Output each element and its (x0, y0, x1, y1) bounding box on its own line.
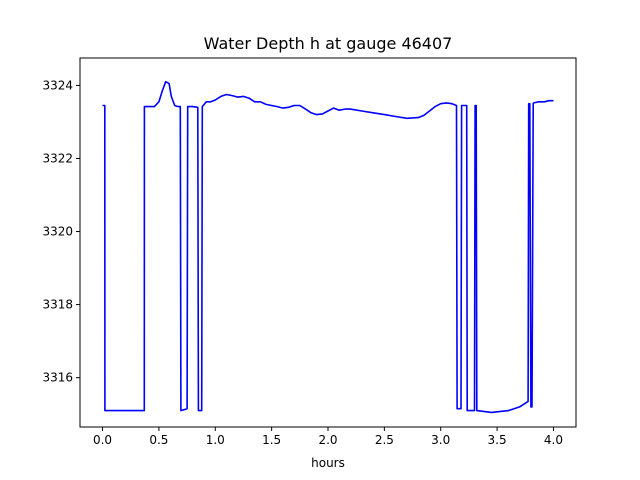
x-tick-label: 1.0 (206, 433, 225, 447)
x-tick-label: 1.5 (262, 433, 281, 447)
x-tick-label: 2.5 (375, 433, 394, 447)
x-tick-label: 0.0 (93, 433, 112, 447)
y-tick-label: 3324 (42, 78, 73, 92)
axes: 0.0 0.5 1.0 1.5 2.0 2.5 3.0 3.5 4.0 3316 3318 3320 3… (42, 57, 577, 447)
x-tick-label: 4.0 (544, 433, 563, 447)
plot-area (102, 80, 554, 414)
chart-title: Water Depth h at gauge 46407 (204, 34, 453, 53)
y-tick-label: 3316 (42, 371, 73, 385)
x-tick-label: 3.5 (488, 433, 507, 447)
x-tick-label: 3.0 (431, 433, 450, 447)
x-axis-label: hours (311, 456, 345, 470)
y-tick-label: 3318 (42, 298, 73, 312)
x-tick-label: 2.0 (318, 433, 337, 447)
y-tick-label: 3322 (42, 151, 73, 165)
y-tick-label: 3320 (42, 225, 73, 239)
x-tick-label: 0.5 (149, 433, 168, 447)
series-line-0 (102, 80, 554, 414)
